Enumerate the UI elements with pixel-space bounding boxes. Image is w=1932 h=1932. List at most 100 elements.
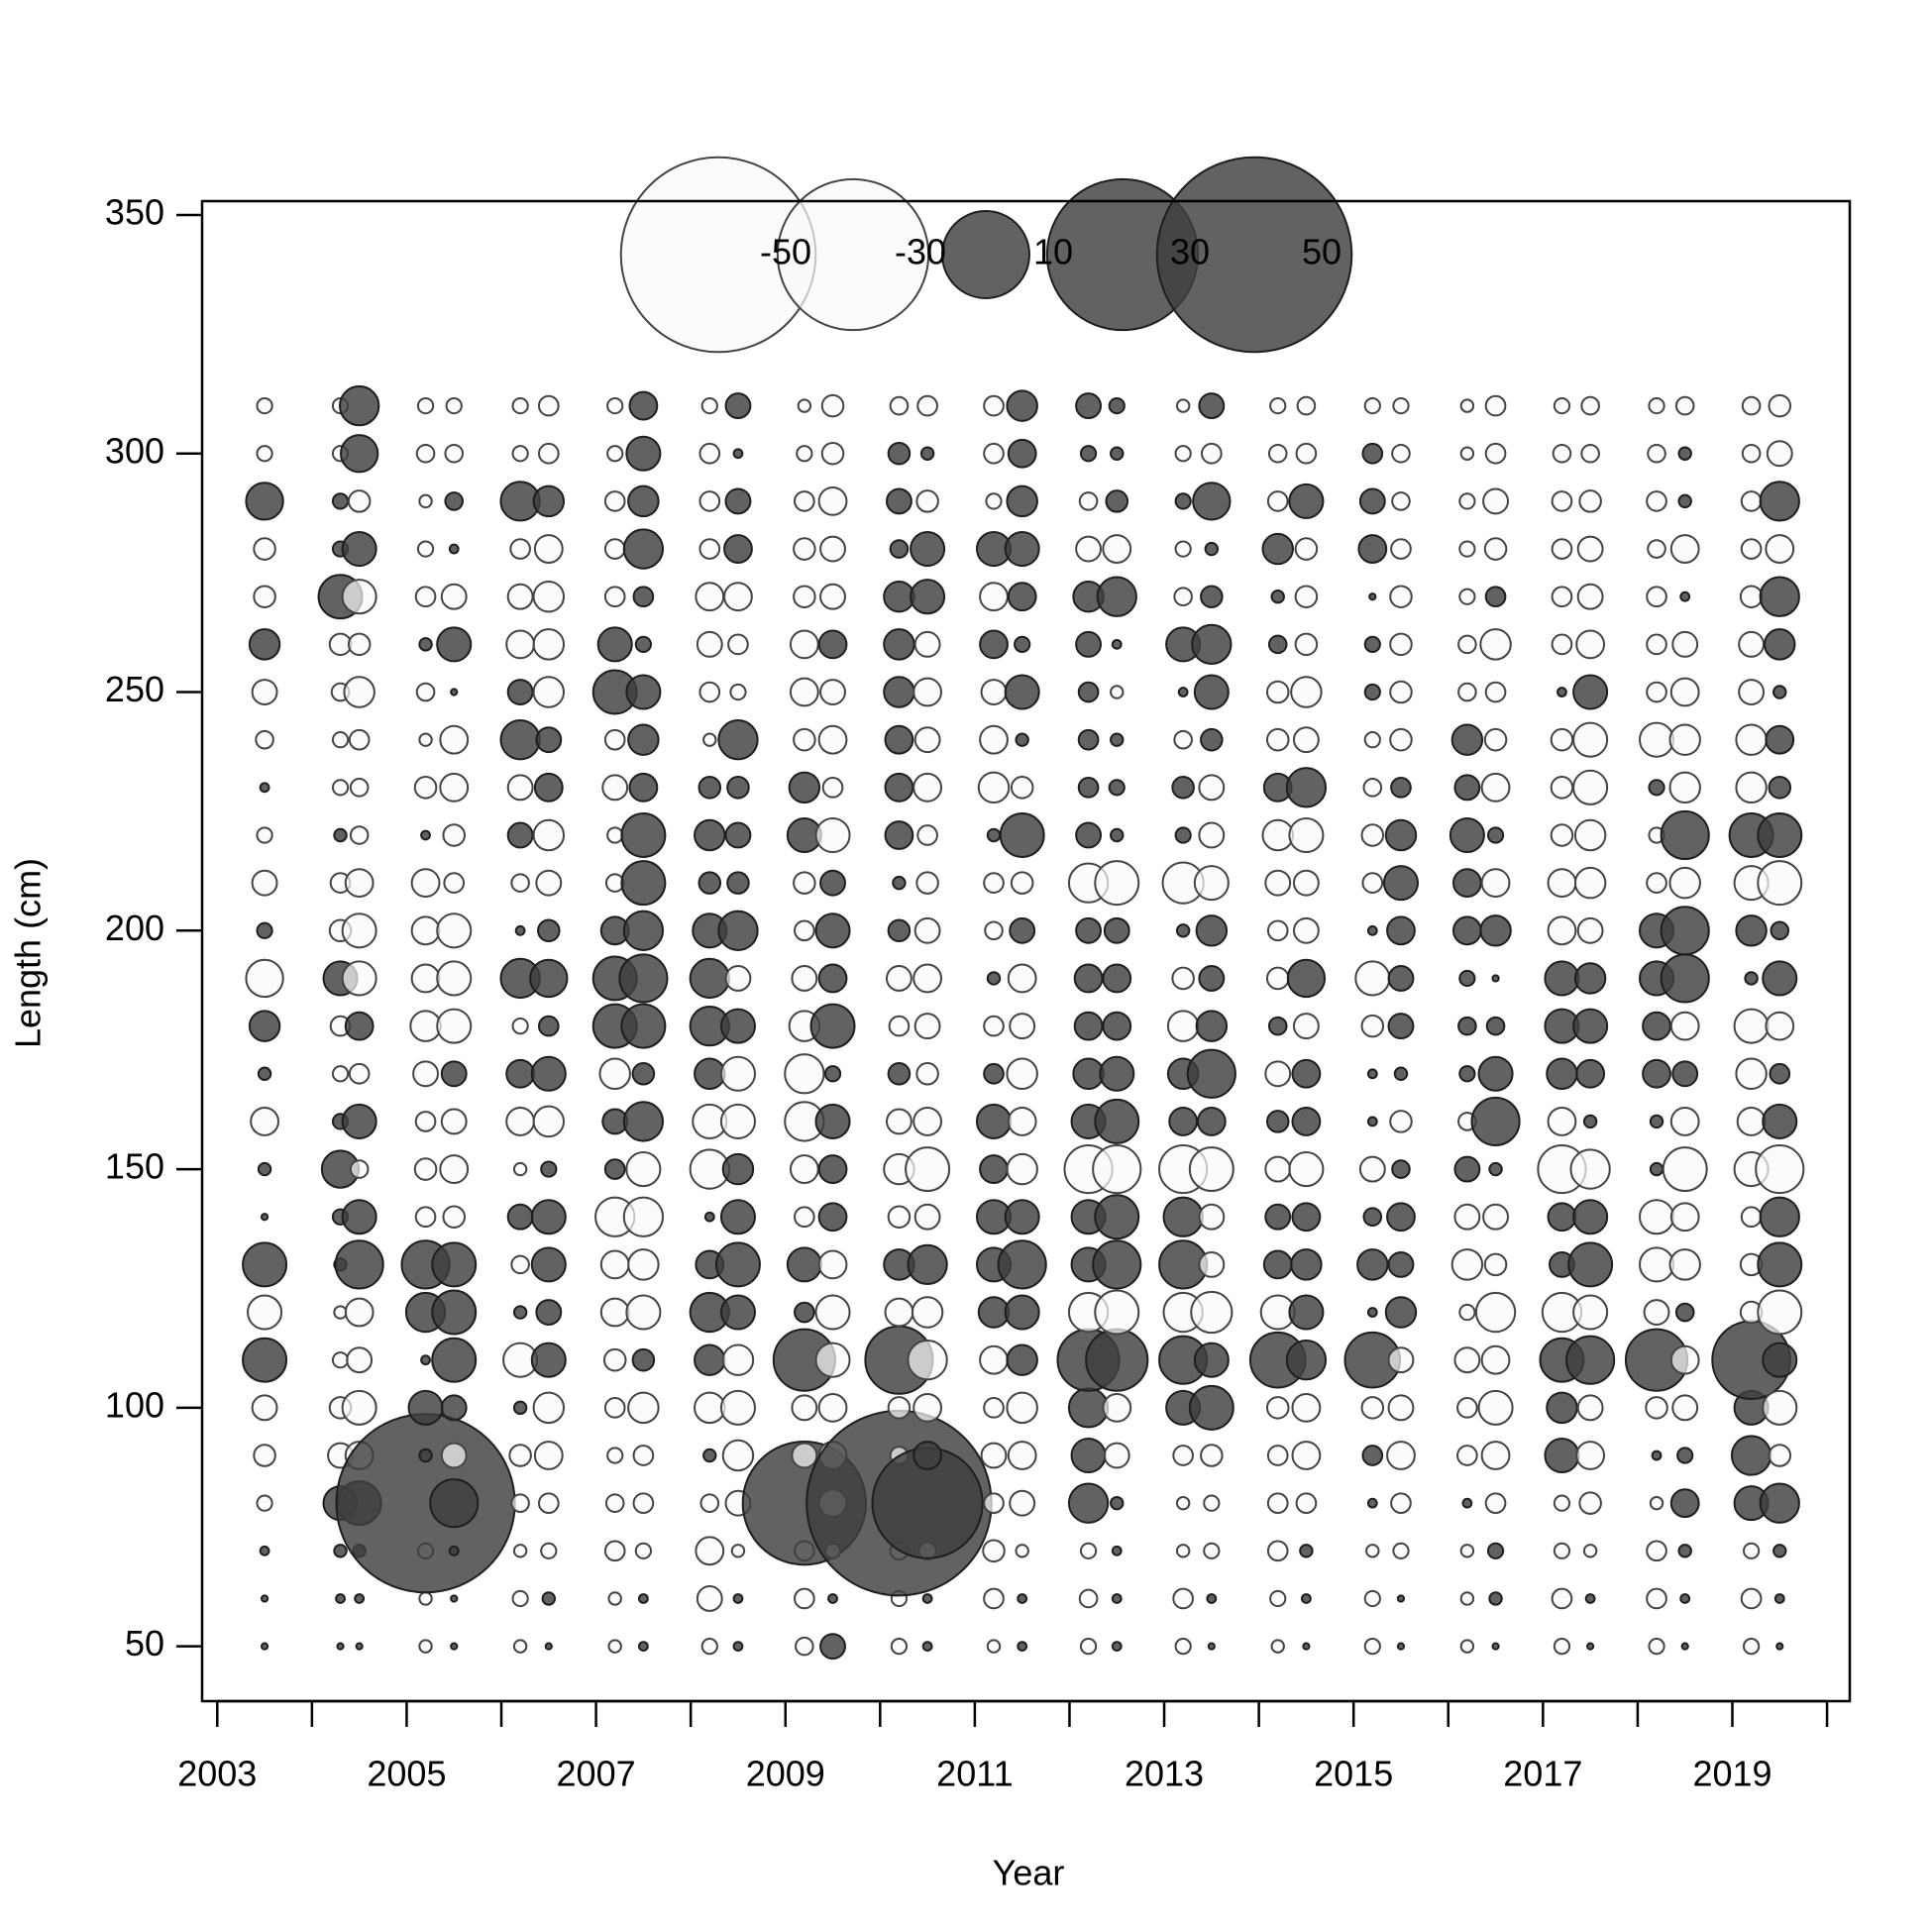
x-tick-label: 2005 xyxy=(367,1754,446,1794)
bubble xyxy=(603,586,626,608)
bubble xyxy=(606,1447,624,1464)
bubble xyxy=(1103,916,1130,944)
bubble xyxy=(1457,1016,1477,1036)
bubble xyxy=(259,1545,270,1556)
bubble xyxy=(1175,1544,1191,1558)
bubble xyxy=(347,489,372,513)
bubble xyxy=(723,582,753,612)
bubble xyxy=(1762,1389,1798,1426)
bubble xyxy=(1775,1642,1784,1651)
bubble xyxy=(436,960,473,997)
bubble xyxy=(1643,1299,1670,1326)
bubble xyxy=(1264,1060,1292,1088)
bubble xyxy=(512,1400,528,1416)
bubble xyxy=(532,628,566,661)
bubble xyxy=(1285,1340,1328,1381)
bubble xyxy=(544,1642,553,1651)
bubble xyxy=(1174,492,1192,510)
bubble xyxy=(1198,1250,1226,1278)
bubble xyxy=(537,1492,560,1514)
y-axis-label: Length (cm) xyxy=(8,858,49,1048)
bubble xyxy=(346,1346,374,1374)
bubble xyxy=(1292,916,1320,944)
bubble xyxy=(637,1593,649,1604)
bubble xyxy=(1586,1642,1595,1651)
bubble xyxy=(1366,1307,1378,1318)
bubble xyxy=(1004,531,1040,568)
bubble xyxy=(1578,1491,1602,1515)
bubble xyxy=(1480,868,1511,899)
bubble xyxy=(1198,392,1226,420)
bubble xyxy=(1740,490,1763,512)
bubble xyxy=(1015,732,1029,747)
bubble xyxy=(1451,915,1482,946)
bubble xyxy=(907,1243,948,1286)
bubble xyxy=(1009,1489,1036,1517)
bubble xyxy=(695,1536,725,1566)
bubble xyxy=(1572,1294,1609,1331)
bubble xyxy=(1264,869,1292,897)
bubble xyxy=(348,728,371,751)
bubble xyxy=(334,1239,384,1290)
bubble xyxy=(1291,1202,1322,1233)
bubble xyxy=(696,1585,723,1612)
y-tick-label: 350 xyxy=(105,191,164,232)
bubble xyxy=(1768,393,1792,418)
bubble xyxy=(1292,726,1320,754)
bubble xyxy=(599,1297,630,1328)
bubble xyxy=(1067,1482,1110,1524)
bubble xyxy=(814,1294,851,1331)
legend-bubble xyxy=(1155,156,1353,354)
bubble xyxy=(817,1154,848,1184)
bubble xyxy=(1639,1246,1675,1283)
bubble xyxy=(1458,588,1476,605)
bubble xyxy=(912,963,943,994)
bubble xyxy=(1649,1114,1664,1129)
bubble xyxy=(732,448,744,460)
bubble xyxy=(1450,723,1484,756)
bubble xyxy=(341,960,377,997)
bubble xyxy=(814,816,851,854)
bubble xyxy=(1265,1110,1290,1133)
bubble xyxy=(1646,1540,1667,1562)
bubble xyxy=(596,626,633,663)
bubble xyxy=(1108,396,1126,415)
bubble xyxy=(1575,1058,1606,1089)
x-tick-label: 2011 xyxy=(936,1754,1013,1794)
bubble xyxy=(418,732,433,747)
bubble xyxy=(1546,1057,1578,1090)
bubble xyxy=(439,724,470,755)
bubble xyxy=(1186,1048,1236,1099)
bubble xyxy=(921,1593,933,1604)
bubble xyxy=(1671,1394,1699,1422)
bubble xyxy=(1366,1497,1378,1509)
y-tick-label: 250 xyxy=(105,669,164,709)
bubble xyxy=(1206,1593,1218,1604)
bubble xyxy=(702,732,717,747)
bubble xyxy=(1759,481,1800,522)
bubble xyxy=(724,965,752,992)
bubble xyxy=(431,1289,478,1336)
bubble xyxy=(407,1389,444,1426)
bubble xyxy=(1755,1143,1805,1195)
bubble xyxy=(412,1060,439,1088)
bubble xyxy=(1288,816,1325,854)
bubble xyxy=(1171,966,1195,991)
bubble xyxy=(1547,868,1577,899)
bubble xyxy=(1294,537,1319,561)
bubble xyxy=(1389,1110,1413,1133)
bubble xyxy=(820,393,845,418)
bubble xyxy=(1553,1542,1571,1559)
bubble xyxy=(1111,1641,1123,1653)
bubble xyxy=(1111,638,1123,650)
bubble xyxy=(1669,1107,1700,1136)
bubble xyxy=(1544,1437,1580,1474)
bubble xyxy=(910,531,946,568)
bubble xyxy=(1075,535,1103,563)
bubble xyxy=(1007,582,1037,612)
bubble xyxy=(1569,1148,1611,1190)
bubble xyxy=(444,443,465,464)
bubble xyxy=(885,1108,912,1135)
bubble xyxy=(1266,1445,1289,1466)
bubble xyxy=(628,772,659,803)
